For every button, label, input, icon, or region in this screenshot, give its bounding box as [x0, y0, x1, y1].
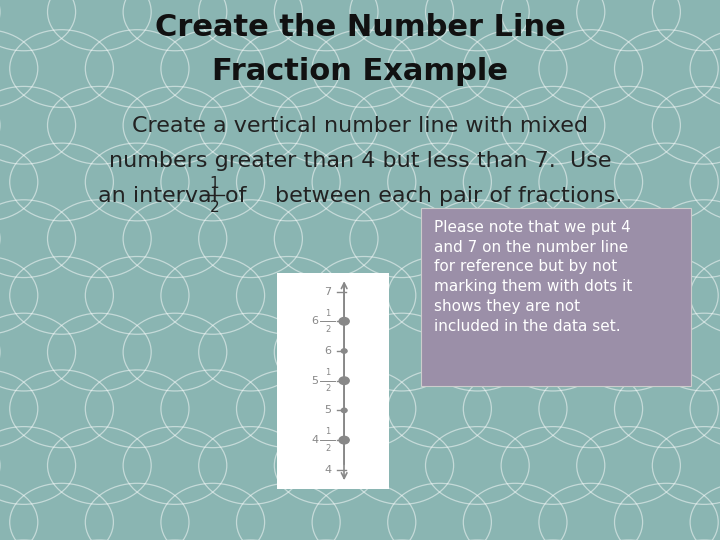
- Text: 4: 4: [324, 465, 331, 475]
- Text: Fraction Example: Fraction Example: [212, 57, 508, 86]
- Circle shape: [339, 318, 349, 325]
- Text: 4: 4: [311, 435, 318, 445]
- Circle shape: [339, 436, 349, 444]
- Text: 1: 1: [325, 308, 330, 318]
- Circle shape: [341, 349, 347, 353]
- Text: 2: 2: [325, 325, 330, 334]
- Circle shape: [339, 377, 349, 384]
- Text: numbers greater than 4 but less than 7.  Use: numbers greater than 4 but less than 7. …: [109, 151, 611, 171]
- Circle shape: [341, 408, 347, 413]
- FancyBboxPatch shape: [421, 208, 691, 386]
- Text: 6: 6: [311, 316, 318, 326]
- Text: 2: 2: [325, 444, 330, 453]
- Text: 1: 1: [325, 427, 330, 436]
- Text: 5: 5: [311, 376, 318, 386]
- Text: Create a vertical number line with mixed: Create a vertical number line with mixed: [132, 116, 588, 136]
- Text: 1: 1: [325, 368, 330, 377]
- Text: 5: 5: [324, 406, 331, 415]
- Text: Please note that we put 4
and 7 on the number line
for reference but by not
mark: Please note that we put 4 and 7 on the n…: [434, 220, 633, 334]
- Text: 6: 6: [324, 346, 331, 356]
- FancyBboxPatch shape: [277, 273, 389, 489]
- Text: 2: 2: [325, 384, 330, 394]
- Text: 1: 1: [210, 176, 220, 191]
- Text: 2: 2: [210, 200, 220, 215]
- Text: 7: 7: [324, 287, 331, 296]
- Text: an interval of    between each pair of fractions.: an interval of between each pair of frac…: [98, 186, 622, 206]
- Text: Create the Number Line: Create the Number Line: [155, 14, 565, 43]
